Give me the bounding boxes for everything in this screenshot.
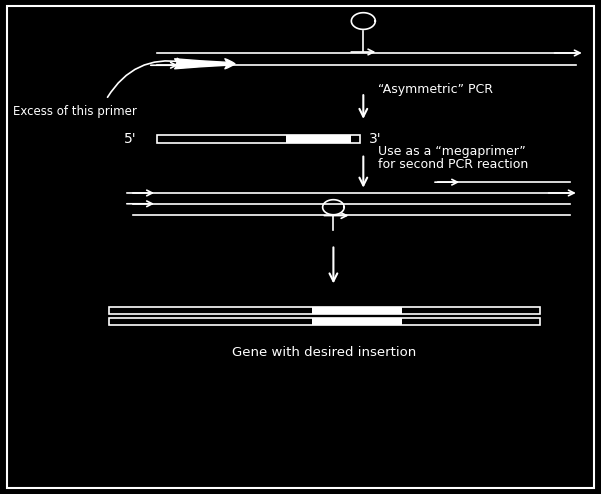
Bar [109,318,540,325]
Bar [109,307,540,314]
Text: Use as a “megaprimer”: Use as a “megaprimer” [378,145,526,158]
Text: “Asymmetric” PCR: “Asymmetric” PCR [378,83,493,96]
Bar [285,135,352,143]
Text: 3': 3' [369,132,382,146]
Text: for second PCR reaction: for second PCR reaction [378,158,528,171]
Bar [313,318,402,325]
Bar [157,135,361,143]
Text: Excess of this primer: Excess of this primer [13,105,137,119]
Bar [313,307,402,314]
Text: 5': 5' [124,132,136,146]
Text: Gene with desired insertion: Gene with desired insertion [233,346,416,359]
